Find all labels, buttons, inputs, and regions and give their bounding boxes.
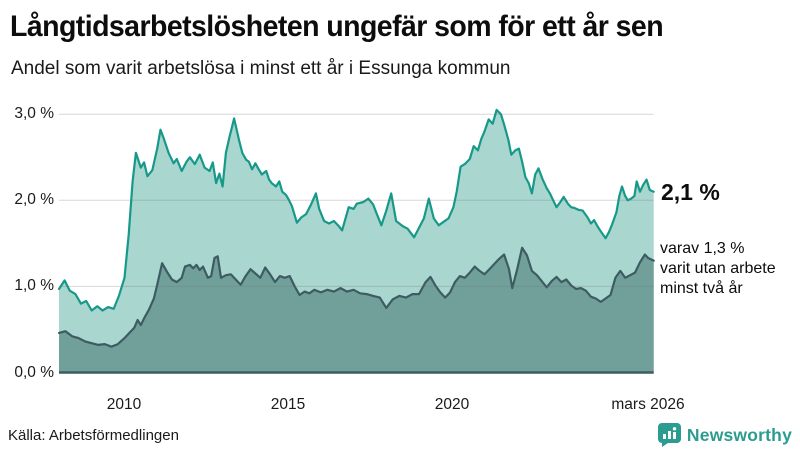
- page-title: Långtidsarbetslösheten ungefär som för e…: [10, 10, 664, 43]
- annotation-line: varit utan arbete: [660, 260, 776, 277]
- logo-bar-medium: [667, 431, 671, 439]
- newsworthy-brand: Newsworthy: [657, 423, 792, 447]
- x-axis-tick-label: 2015: [270, 396, 306, 413]
- logo-bar-small: [662, 434, 666, 439]
- series-end-value-label: 2,1 %: [661, 179, 720, 205]
- x-axis-tick-label: 2010: [106, 396, 142, 413]
- y-axis-tick-label: 2,0 %: [14, 191, 54, 209]
- annotation-line: minst två år: [660, 280, 743, 297]
- x-axis-tick-label: mars 2026: [611, 396, 685, 413]
- series-line: [57, 246, 655, 348]
- chart-subtitle: Andel som varit arbetslösa i minst ett å…: [11, 58, 511, 79]
- y-axis-tick-label: 0,0 %: [14, 363, 54, 381]
- y-axis-tick-label: 1,0 %: [14, 277, 54, 295]
- brand-name: Newsworthy: [686, 424, 792, 445]
- subset-series-annotation: varav 1,3 % varit utan arbete minst två …: [660, 239, 776, 299]
- x-axis-tick-label: 2020: [434, 396, 470, 413]
- logo-bar-tall: [672, 432, 676, 439]
- y-axis-tick-label: 3,0 %: [14, 105, 54, 123]
- annotation-line: varav 1,3 %: [660, 240, 745, 257]
- series-area: [59, 247, 654, 373]
- source-attribution: Källa: Arbetsförmedlingen: [8, 427, 179, 444]
- series-line: [57, 108, 655, 312]
- newsworthy-logo-icon: [657, 423, 681, 447]
- logo-dot: [672, 427, 677, 431]
